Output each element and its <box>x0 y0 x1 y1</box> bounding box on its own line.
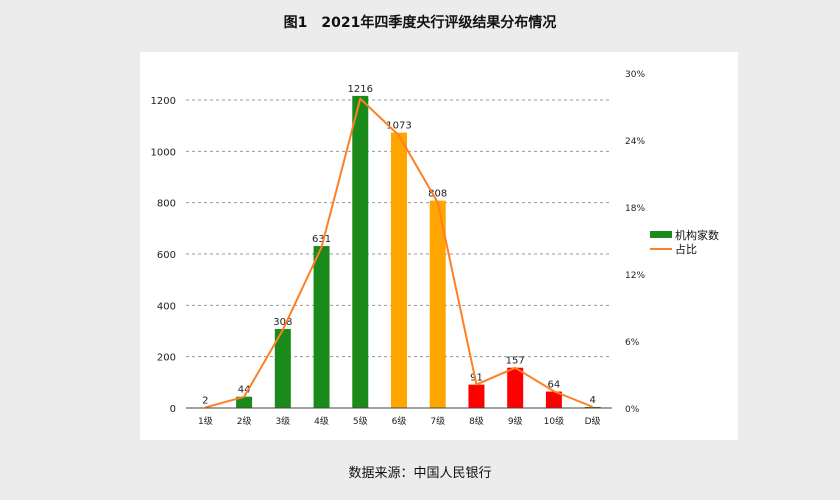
bar <box>313 246 330 408</box>
left-y-tick-label: 0 <box>170 404 176 415</box>
left-y-tick-label: 600 <box>157 250 176 261</box>
x-tick-label: 4级 <box>314 415 329 427</box>
bar <box>236 396 253 408</box>
right-y-tick-label: 18% <box>625 204 645 214</box>
left-y-tick-label: 1000 <box>151 147 176 158</box>
x-tick-label: 1级 <box>198 415 213 427</box>
bar-value-label: 308 <box>273 317 292 328</box>
bar <box>391 132 407 408</box>
x-tick-label: 9级 <box>508 415 523 427</box>
bar-value-label: 91 <box>470 373 483 384</box>
right-y-tick-label: 0% <box>625 405 640 415</box>
legend-label-line: 占比 <box>675 242 697 256</box>
bar-value-label: 4 <box>589 395 595 406</box>
data-source: 数据来源：中国人民银行 <box>348 466 492 481</box>
x-tick-label: 7级 <box>430 415 445 427</box>
bar-value-labels: 2 44 308 631 1216 1073 808 91 157 64 4 <box>202 84 596 407</box>
left-y-tick-label: 1200 <box>151 96 176 107</box>
bar-value-label: 808 <box>428 189 447 200</box>
x-tick-label: 2级 <box>237 415 252 427</box>
x-tick-label: 6级 <box>392 415 407 427</box>
x-tick-label: 8级 <box>469 415 484 427</box>
legend-swatch-bar <box>650 231 672 238</box>
left-y-tick-label: 400 <box>157 301 176 312</box>
bar <box>468 384 485 408</box>
x-tick-label: 5级 <box>353 415 368 427</box>
bar <box>584 406 601 408</box>
chart-title: 图1 2021年四季度央行评级结果分布情况 <box>283 15 557 31</box>
bar-value-label: 64 <box>548 380 561 391</box>
bar-value-label: 1073 <box>386 121 411 132</box>
bar-series <box>197 95 601 409</box>
bar <box>429 200 446 408</box>
right-y-tick-label: 12% <box>625 271 645 281</box>
axes: 0 200 400 600 800 1000 1200 0% 6% 12% 18% 24% 30% 1级 2… <box>151 70 646 427</box>
ratio-line-series <box>205 97 594 409</box>
bar-value-label: 157 <box>506 356 525 367</box>
right-y-tick-label: 6% <box>625 338 640 348</box>
bar-value-label: 1216 <box>348 84 373 95</box>
bar <box>352 95 369 408</box>
ratio-line <box>205 97 594 409</box>
bar-value-label: 44 <box>238 385 251 396</box>
right-y-tick-label: 24% <box>625 137 645 147</box>
bar <box>507 367 524 408</box>
x-tick-label: 3级 <box>275 415 290 427</box>
right-y-tick-label: 30% <box>625 70 645 80</box>
bar-value-label: 631 <box>312 234 331 245</box>
left-y-tick-label: 200 <box>157 353 176 364</box>
x-tick-label: D级 <box>585 415 601 427</box>
x-tick-label: 10级 <box>544 415 564 427</box>
legend-label-bar: 机构家数 <box>675 228 719 242</box>
bar-value-label: 2 <box>202 395 208 406</box>
bar <box>274 328 291 408</box>
left-y-tick-label: 800 <box>157 199 176 210</box>
bar <box>545 391 562 408</box>
